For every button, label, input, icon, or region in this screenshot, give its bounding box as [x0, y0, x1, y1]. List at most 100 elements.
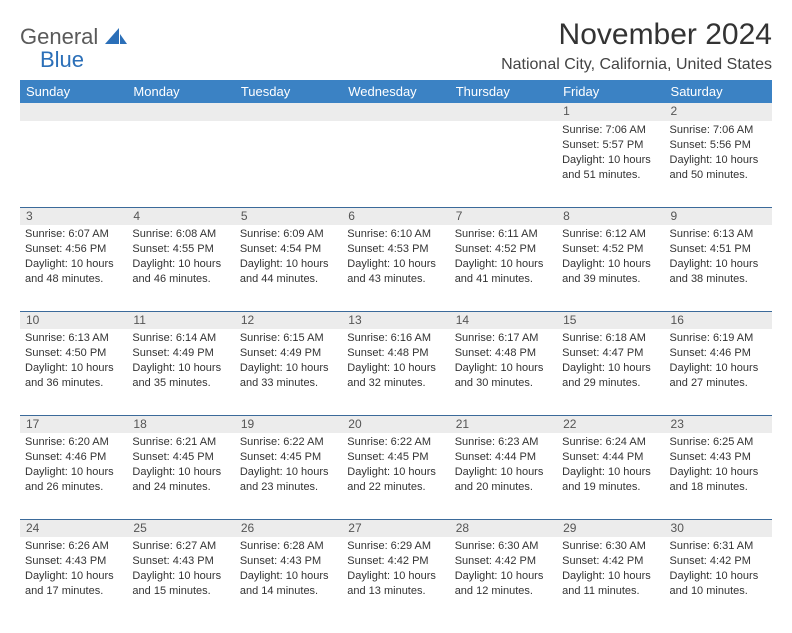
- day-number-cell: 18: [127, 415, 234, 433]
- day-header-row: Sunday Monday Tuesday Wednesday Thursday…: [20, 80, 772, 103]
- sunrise-text: Sunrise: 6:09 AM: [240, 227, 337, 242]
- day-cell-content: Sunrise: 6:12 AMSunset: 4:52 PMDaylight:…: [557, 225, 664, 290]
- day-number-cell: 20: [342, 415, 449, 433]
- sunset-text: Sunset: 4:42 PM: [670, 554, 767, 569]
- sunrise-text: Sunrise: 6:12 AM: [562, 227, 659, 242]
- day-number-cell: 17: [20, 415, 127, 433]
- daylight-text: Daylight: 10 hours and 38 minutes.: [670, 257, 767, 287]
- day-number-cell: 22: [557, 415, 664, 433]
- daylight-text: Daylight: 10 hours and 22 minutes.: [347, 465, 444, 495]
- brand-word2: Blue: [40, 47, 84, 72]
- sunrise-text: Sunrise: 6:14 AM: [132, 331, 229, 346]
- day-cell-content: Sunrise: 6:13 AMSunset: 4:50 PMDaylight:…: [20, 329, 127, 394]
- day-number-row: 3456789: [20, 207, 772, 225]
- sunset-text: Sunset: 4:53 PM: [347, 242, 444, 257]
- day-number-cell: 27: [342, 519, 449, 537]
- sunset-text: Sunset: 4:51 PM: [670, 242, 767, 257]
- sunset-text: Sunset: 4:42 PM: [562, 554, 659, 569]
- sunrise-text: Sunrise: 7:06 AM: [670, 123, 767, 138]
- sunrise-text: Sunrise: 6:11 AM: [455, 227, 552, 242]
- day-number-cell: 11: [127, 311, 234, 329]
- day-cell: Sunrise: 6:23 AMSunset: 4:44 PMDaylight:…: [450, 433, 557, 519]
- day-header: Wednesday: [342, 80, 449, 103]
- day-cell-content: [450, 121, 557, 127]
- day-number-cell: 24: [20, 519, 127, 537]
- sunrise-text: Sunrise: 6:22 AM: [240, 435, 337, 450]
- sunrise-text: Sunrise: 6:22 AM: [347, 435, 444, 450]
- day-number-cell: 8: [557, 207, 664, 225]
- daylight-text: Daylight: 10 hours and 27 minutes.: [670, 361, 767, 391]
- day-content-row: Sunrise: 6:20 AMSunset: 4:46 PMDaylight:…: [20, 433, 772, 519]
- day-number-cell: 2: [665, 103, 772, 121]
- sunset-text: Sunset: 4:45 PM: [347, 450, 444, 465]
- day-cell: Sunrise: 6:13 AMSunset: 4:50 PMDaylight:…: [20, 329, 127, 415]
- sunrise-text: Sunrise: 6:13 AM: [670, 227, 767, 242]
- daylight-text: Daylight: 10 hours and 18 minutes.: [670, 465, 767, 495]
- day-number-cell: 28: [450, 519, 557, 537]
- sunrise-text: Sunrise: 6:31 AM: [670, 539, 767, 554]
- day-content-row: Sunrise: 6:13 AMSunset: 4:50 PMDaylight:…: [20, 329, 772, 415]
- sunrise-text: Sunrise: 6:17 AM: [455, 331, 552, 346]
- brand-word1: General: [20, 24, 98, 49]
- day-number-cell: 25: [127, 519, 234, 537]
- day-number-cell: 4: [127, 207, 234, 225]
- day-cell: Sunrise: 6:28 AMSunset: 4:43 PMDaylight:…: [235, 537, 342, 623]
- day-header: Saturday: [665, 80, 772, 103]
- daylight-text: Daylight: 10 hours and 20 minutes.: [455, 465, 552, 495]
- day-cell-content: Sunrise: 7:06 AMSunset: 5:56 PMDaylight:…: [665, 121, 772, 186]
- daylight-text: Daylight: 10 hours and 43 minutes.: [347, 257, 444, 287]
- day-cell-content: Sunrise: 7:06 AMSunset: 5:57 PMDaylight:…: [557, 121, 664, 186]
- day-number-cell: 7: [450, 207, 557, 225]
- daylight-text: Daylight: 10 hours and 46 minutes.: [132, 257, 229, 287]
- day-number-cell: 9: [665, 207, 772, 225]
- day-cell-content: Sunrise: 6:13 AMSunset: 4:51 PMDaylight:…: [665, 225, 772, 290]
- daylight-text: Daylight: 10 hours and 12 minutes.: [455, 569, 552, 599]
- sunset-text: Sunset: 4:54 PM: [240, 242, 337, 257]
- day-number-cell: 5: [235, 207, 342, 225]
- sunrise-text: Sunrise: 6:28 AM: [240, 539, 337, 554]
- brand-sail-icon: [105, 28, 127, 49]
- sunrise-text: Sunrise: 7:06 AM: [562, 123, 659, 138]
- day-number-cell: 19: [235, 415, 342, 433]
- sunrise-text: Sunrise: 6:18 AM: [562, 331, 659, 346]
- sunset-text: Sunset: 4:48 PM: [347, 346, 444, 361]
- sunset-text: Sunset: 4:43 PM: [132, 554, 229, 569]
- sunrise-text: Sunrise: 6:23 AM: [455, 435, 552, 450]
- daylight-text: Daylight: 10 hours and 26 minutes.: [25, 465, 122, 495]
- day-cell: Sunrise: 6:27 AMSunset: 4:43 PMDaylight:…: [127, 537, 234, 623]
- sunset-text: Sunset: 4:55 PM: [132, 242, 229, 257]
- day-cell-content: Sunrise: 6:09 AMSunset: 4:54 PMDaylight:…: [235, 225, 342, 290]
- sunrise-text: Sunrise: 6:26 AM: [25, 539, 122, 554]
- day-number-cell: [235, 103, 342, 121]
- daylight-text: Daylight: 10 hours and 15 minutes.: [132, 569, 229, 599]
- day-number-cell: [342, 103, 449, 121]
- day-number-row: 10111213141516: [20, 311, 772, 329]
- day-header: Sunday: [20, 80, 127, 103]
- day-number-cell: 21: [450, 415, 557, 433]
- day-cell-content: Sunrise: 6:07 AMSunset: 4:56 PMDaylight:…: [20, 225, 127, 290]
- day-cell: Sunrise: 6:18 AMSunset: 4:47 PMDaylight:…: [557, 329, 664, 415]
- day-cell-content: Sunrise: 6:26 AMSunset: 4:43 PMDaylight:…: [20, 537, 127, 602]
- daylight-text: Daylight: 10 hours and 10 minutes.: [670, 569, 767, 599]
- day-cell: Sunrise: 6:22 AMSunset: 4:45 PMDaylight:…: [342, 433, 449, 519]
- day-header: Monday: [127, 80, 234, 103]
- daylight-text: Daylight: 10 hours and 23 minutes.: [240, 465, 337, 495]
- day-number-cell: 30: [665, 519, 772, 537]
- day-cell: Sunrise: 6:10 AMSunset: 4:53 PMDaylight:…: [342, 225, 449, 311]
- day-number-cell: [450, 103, 557, 121]
- daylight-text: Daylight: 10 hours and 24 minutes.: [132, 465, 229, 495]
- day-cell-content: [20, 121, 127, 127]
- daylight-text: Daylight: 10 hours and 33 minutes.: [240, 361, 337, 391]
- sunset-text: Sunset: 4:56 PM: [25, 242, 122, 257]
- sunset-text: Sunset: 5:57 PM: [562, 138, 659, 153]
- sunset-text: Sunset: 4:49 PM: [132, 346, 229, 361]
- day-cell: Sunrise: 6:14 AMSunset: 4:49 PMDaylight:…: [127, 329, 234, 415]
- day-number-row: 12: [20, 103, 772, 121]
- sunset-text: Sunset: 4:45 PM: [240, 450, 337, 465]
- sunset-text: Sunset: 4:52 PM: [562, 242, 659, 257]
- daylight-text: Daylight: 10 hours and 30 minutes.: [455, 361, 552, 391]
- day-header: Tuesday: [235, 80, 342, 103]
- day-cell: Sunrise: 6:11 AMSunset: 4:52 PMDaylight:…: [450, 225, 557, 311]
- sunset-text: Sunset: 4:46 PM: [25, 450, 122, 465]
- day-cell: Sunrise: 6:31 AMSunset: 4:42 PMDaylight:…: [665, 537, 772, 623]
